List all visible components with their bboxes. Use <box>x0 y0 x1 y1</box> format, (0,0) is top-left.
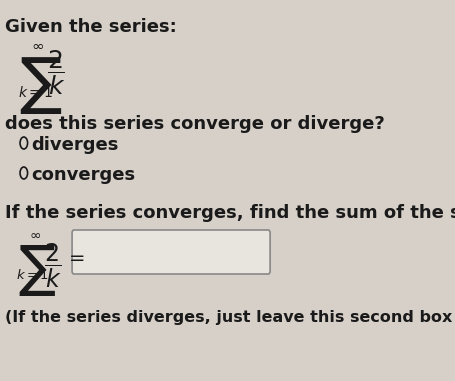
Text: $k{=}1$: $k{=}1$ <box>16 268 50 282</box>
Text: $\dfrac{2}{k}$: $\dfrac{2}{k}$ <box>44 242 61 290</box>
Text: (If the series diverges, just leave this second box blank.): (If the series diverges, just leave this… <box>5 310 455 325</box>
Text: $k{=}1$: $k{=}1$ <box>18 85 52 100</box>
Text: does this series converge or diverge?: does this series converge or diverge? <box>5 115 385 133</box>
Text: diverges: diverges <box>31 136 119 154</box>
Text: Given the series:: Given the series: <box>5 18 177 36</box>
Text: $\infty$: $\infty$ <box>31 38 44 53</box>
Text: If the series converges, find the sum of the series:: If the series converges, find the sum of… <box>5 204 455 222</box>
FancyBboxPatch shape <box>72 230 270 274</box>
Text: $=$: $=$ <box>65 247 85 266</box>
Text: $\infty$: $\infty$ <box>29 228 41 242</box>
Text: $\dfrac{2}{k}$: $\dfrac{2}{k}$ <box>47 48 66 97</box>
Text: $\sum$: $\sum$ <box>18 243 56 298</box>
Text: converges: converges <box>31 166 136 184</box>
Text: $\sum$: $\sum$ <box>19 55 62 116</box>
